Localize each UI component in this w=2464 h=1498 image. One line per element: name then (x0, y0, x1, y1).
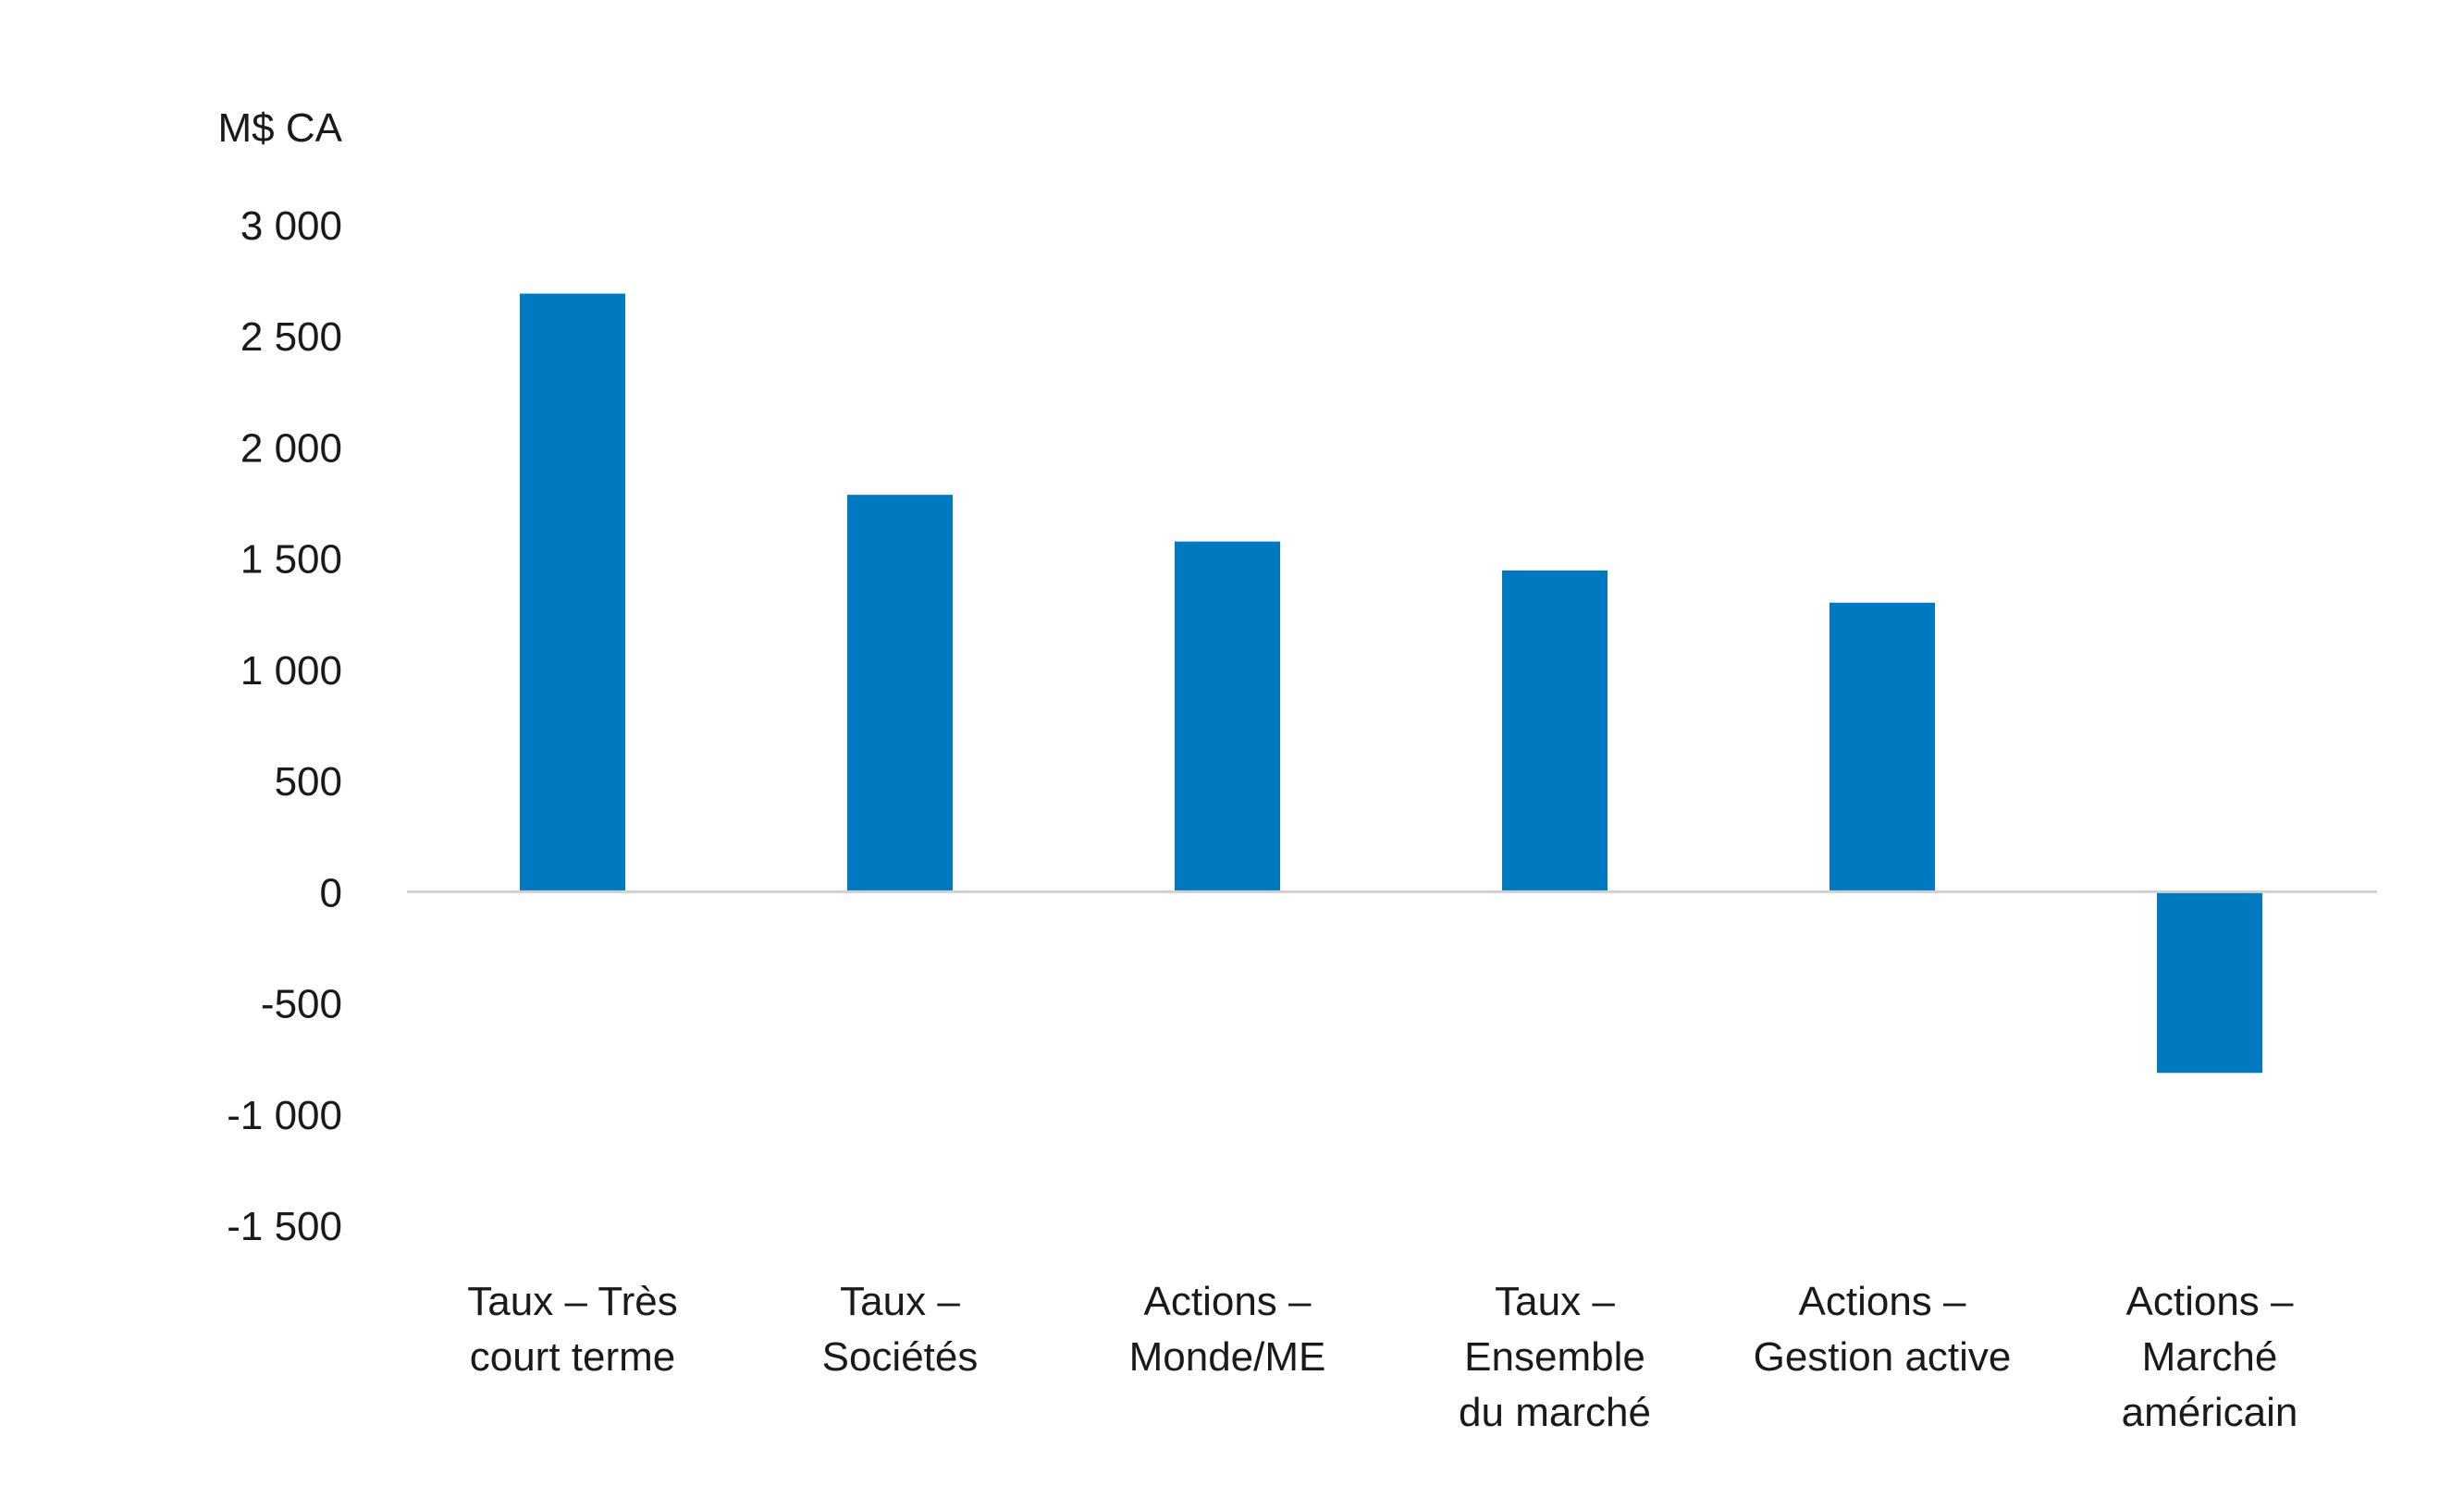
x-category-label: Taux – Sociétés (822, 1279, 979, 1380)
x-category-label-line: américain (2122, 1390, 2298, 1435)
y-tick-label: 3 000 (240, 203, 342, 249)
x-axis-category-labels: Taux – Très court terme Taux – Sociétés Acti… (467, 1279, 2298, 1435)
x-category-label-line: Actions – (1799, 1279, 1967, 1324)
bar (847, 495, 953, 892)
x-category-label-line: Taux – Très (467, 1279, 677, 1324)
y-tick-label: -1 500 (227, 1204, 342, 1249)
x-category-label-line: Taux – (840, 1279, 960, 1324)
x-category-label-line: Actions – (2126, 1279, 2295, 1324)
x-category-label-line: Taux – (1495, 1279, 1615, 1324)
x-category-label-line: court terme (470, 1334, 676, 1380)
y-tick-label: 0 (320, 870, 342, 915)
y-tick-label: 500 (275, 759, 342, 804)
x-category-label: Actions – Monde/ME (1129, 1279, 1326, 1380)
x-category-label-line: Sociétés (822, 1334, 979, 1380)
y-tick-label: -1 000 (227, 1093, 342, 1138)
x-category-label: Actions – Gestion active (1754, 1279, 2012, 1380)
y-tick-label: 2 000 (240, 425, 342, 471)
y-tick-label: -500 (261, 982, 342, 1027)
x-category-label-line: Gestion active (1754, 1334, 2012, 1380)
y-axis-ticks: 3 000 2 500 2 000 1 500 1 000 500 0 -500 -1 000 -… (227, 203, 342, 1249)
y-axis-unit-label: M$ CA (218, 105, 343, 151)
y-tick-label: 1 000 (240, 648, 342, 694)
bar (520, 293, 625, 892)
bar (1502, 570, 1608, 892)
x-category-label-line: Actions – (1144, 1279, 1312, 1324)
x-category-label: Taux – Très court terme (467, 1279, 677, 1380)
x-category-label-line: Ensemble (1464, 1334, 1645, 1380)
bars (520, 293, 2262, 1074)
bar (1175, 541, 1280, 892)
x-category-label-line: du marché (1459, 1390, 1651, 1435)
x-category-label: Taux – Ensemble du marché (1459, 1279, 1651, 1435)
x-category-label-line: Marché (2142, 1334, 2278, 1380)
bar (1830, 602, 1935, 892)
x-category-label-line: Monde/ME (1129, 1334, 1326, 1380)
bar (2157, 891, 2262, 1074)
y-tick-label: 2 500 (240, 314, 342, 360)
y-tick-label: 1 500 (240, 537, 342, 583)
x-category-label: Actions – Marché américain (2122, 1279, 2298, 1435)
